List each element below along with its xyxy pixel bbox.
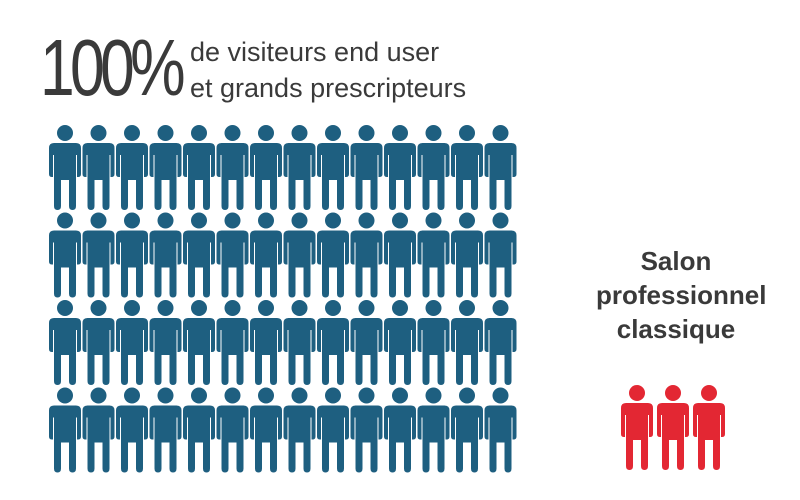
- person-icon: [484, 125, 517, 210]
- person-icon: [82, 125, 115, 210]
- person-icon: [417, 387, 450, 473]
- person-icon: [283, 300, 316, 385]
- person-icon: [384, 387, 416, 473]
- comparison-figures: [621, 385, 725, 470]
- person-icon: [451, 300, 483, 385]
- person-icon: [317, 125, 349, 210]
- person-icon: [216, 387, 249, 473]
- person-icon: [384, 300, 416, 385]
- person-icon: [149, 212, 182, 298]
- person-icon: [350, 125, 383, 210]
- crowd-figures: [49, 125, 517, 473]
- person-icon: [417, 212, 450, 298]
- person-icon: [451, 212, 483, 298]
- person-icon: [350, 300, 383, 385]
- person-icon: [183, 125, 215, 210]
- person-icon: [417, 125, 450, 210]
- person-icon: [216, 212, 249, 298]
- person-icon: [116, 300, 148, 385]
- person-icon: [317, 387, 349, 473]
- person-icon: [484, 300, 517, 385]
- person-icon: [149, 300, 182, 385]
- person-icon: [49, 125, 81, 210]
- headline-line-2: et grands prescripteurs: [190, 73, 467, 103]
- person-icon: [283, 125, 316, 210]
- headline-percent: 100%: [40, 23, 186, 112]
- person-icon: [183, 212, 215, 298]
- person-icon: [317, 212, 349, 298]
- person-icon: [49, 212, 81, 298]
- person-icon: [183, 300, 215, 385]
- person-icon: [384, 125, 416, 210]
- headline: 100% de visiteurs end user et grands pre…: [40, 28, 466, 108]
- person-icon: [350, 387, 383, 473]
- person-icon: [149, 125, 182, 210]
- person-icon: [283, 212, 316, 298]
- person-icon: [657, 385, 689, 470]
- person-icon: [82, 212, 115, 298]
- person-icon: [116, 387, 148, 473]
- person-icon: [82, 387, 115, 473]
- person-icon: [693, 385, 725, 470]
- headline-line-1: de visiteurs end user: [190, 37, 440, 67]
- comparison-label: Salon professionnel classique: [596, 244, 767, 346]
- person-icon: [350, 212, 383, 298]
- person-icon: [451, 387, 483, 473]
- person-icon: [417, 300, 450, 385]
- person-icon: [621, 385, 653, 470]
- person-icon: [250, 300, 282, 385]
- person-icon: [384, 212, 416, 298]
- person-icon: [116, 125, 148, 210]
- person-icon: [216, 125, 249, 210]
- person-icon: [82, 300, 115, 385]
- person-icon: [116, 212, 148, 298]
- person-icon: [250, 212, 282, 298]
- person-icon: [283, 387, 316, 473]
- person-icon: [484, 387, 517, 473]
- person-icon: [49, 300, 81, 385]
- headline-text: de visiteurs end user et grands prescrip…: [190, 34, 466, 106]
- comparison-label-line-2: professionnel: [596, 280, 767, 310]
- person-icon: [250, 125, 282, 210]
- person-icon: [183, 387, 215, 473]
- person-icon: [250, 387, 282, 473]
- comparison-label-line-3: classique: [616, 314, 736, 344]
- person-icon: [317, 300, 349, 385]
- person-icon: [49, 387, 81, 473]
- person-icon: [451, 125, 483, 210]
- person-icon: [484, 212, 517, 298]
- person-icon: [216, 300, 249, 385]
- person-icon: [149, 387, 182, 473]
- comparison-label-line-1: Salon: [640, 246, 712, 276]
